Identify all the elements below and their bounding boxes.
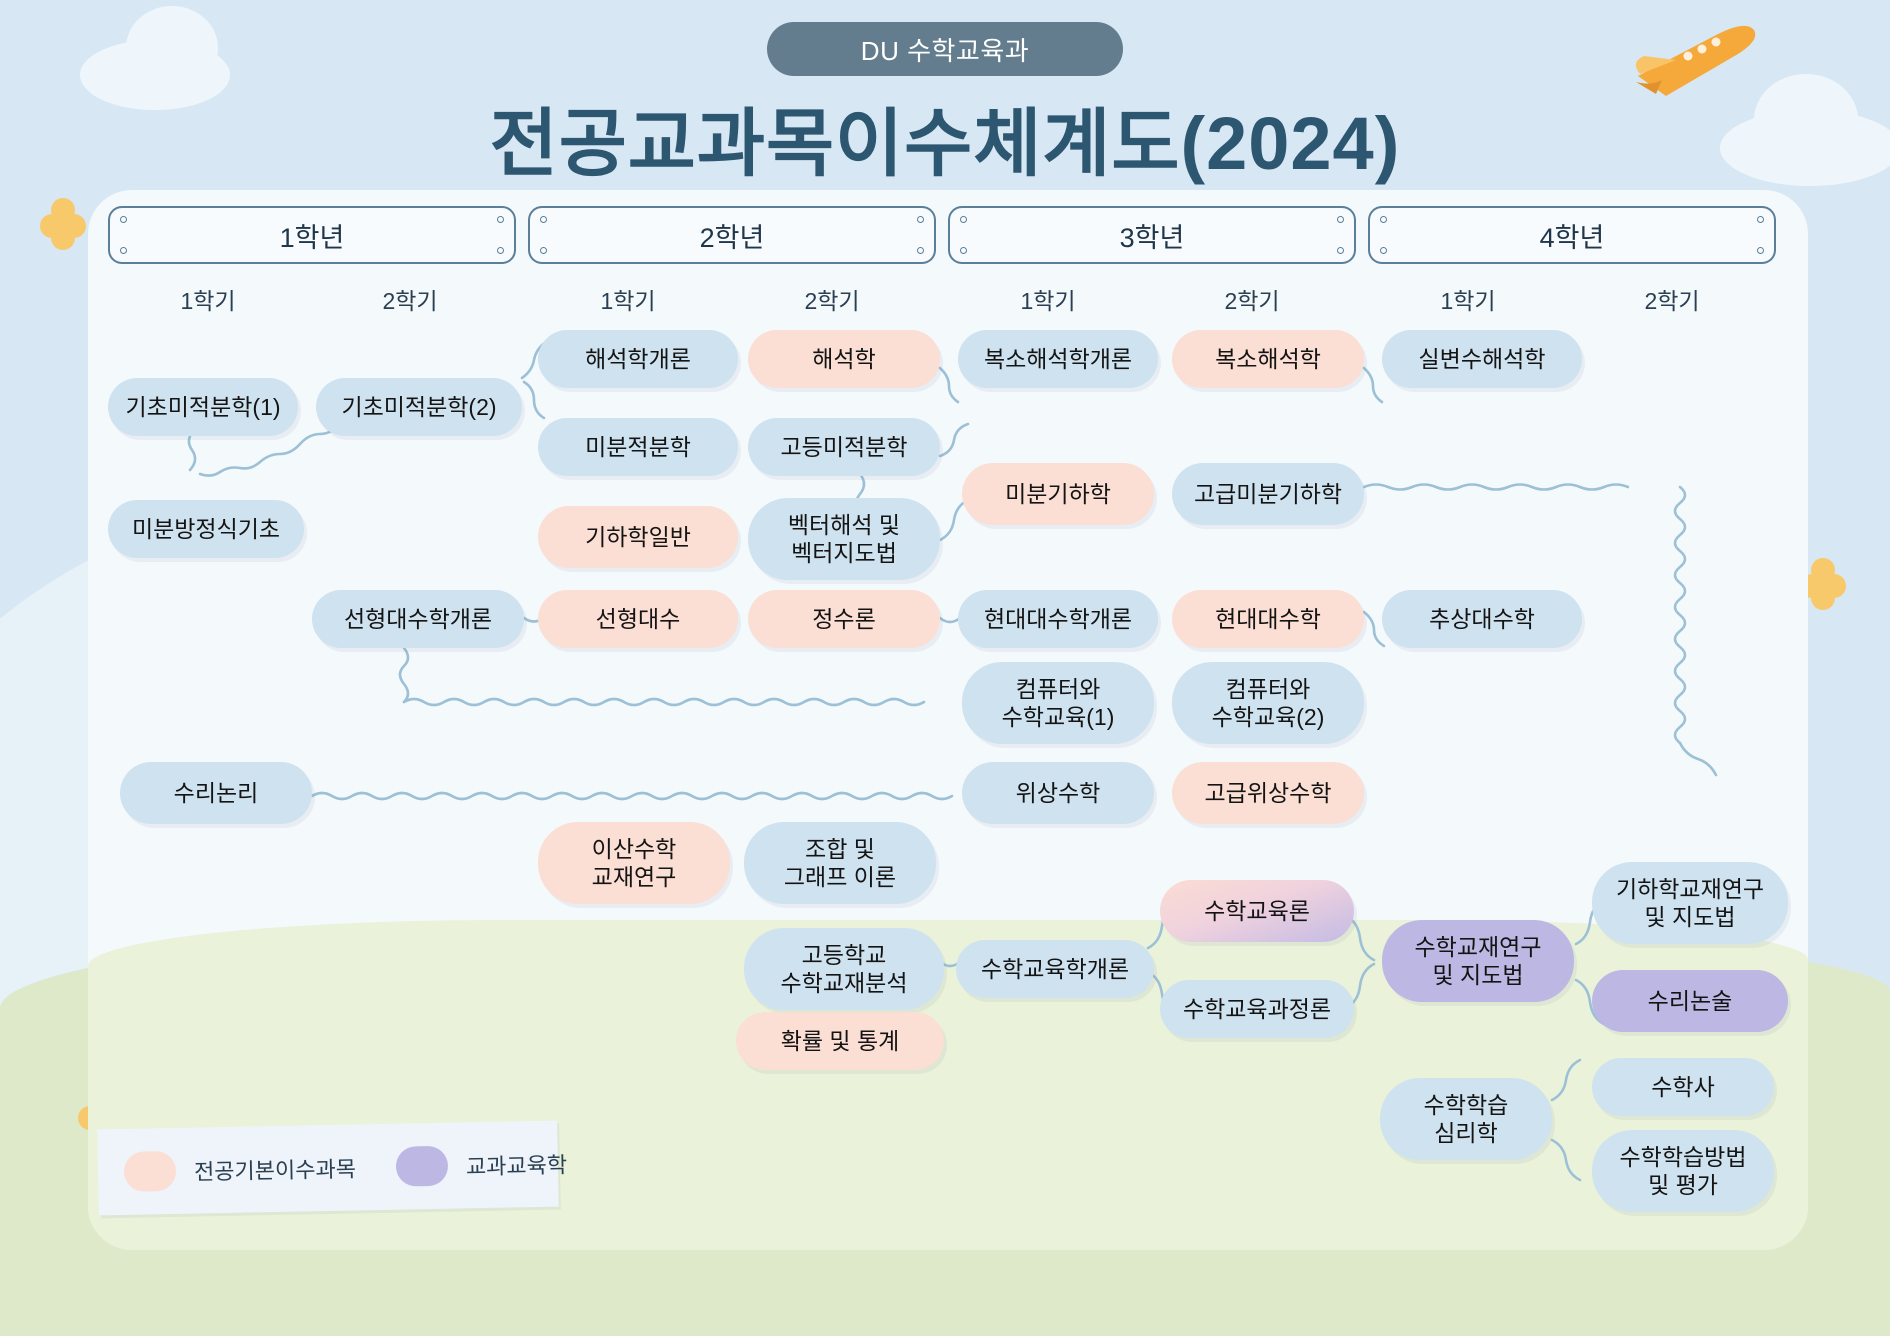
course-node[interactable]: 현대대수학개론 bbox=[958, 590, 1158, 648]
course-node[interactable]: 수학교재연구 및 지도법 bbox=[1382, 920, 1574, 1002]
course-node[interactable]: 수학교육과정론 bbox=[1160, 980, 1354, 1038]
semester-label-3-1: 1학기 bbox=[1020, 288, 1076, 314]
year-label: 1학년 bbox=[279, 222, 345, 253]
course-node[interactable]: 미분적분학 bbox=[538, 418, 738, 476]
course-node[interactable]: 벡터해석 및 벡터지도법 bbox=[748, 498, 940, 580]
course-node[interactable]: 실변수해석학 bbox=[1382, 330, 1582, 388]
course-node[interactable]: 컴퓨터와 수학교육(2) bbox=[1172, 662, 1364, 744]
year-header-3: 3학년 bbox=[948, 206, 1356, 264]
course-node[interactable]: 기초미적분학(1) bbox=[108, 378, 298, 436]
year-label: 4학년 bbox=[1539, 222, 1605, 253]
year-header-4: 4학년 bbox=[1368, 206, 1776, 264]
airplane-icon bbox=[1635, 25, 1756, 96]
course-node[interactable]: 컴퓨터와 수학교육(1) bbox=[962, 662, 1154, 744]
semester-label-4-1: 1학기 bbox=[1440, 288, 1496, 314]
course-node[interactable]: 수학교육론 bbox=[1160, 880, 1354, 942]
course-node[interactable]: 현대대수학 bbox=[1172, 590, 1364, 648]
course-node[interactable]: 미분기하학 bbox=[962, 463, 1154, 525]
semester-label-3-2: 2학기 bbox=[1224, 288, 1280, 314]
course-node[interactable]: 추상대수학 bbox=[1382, 590, 1582, 648]
semester-label-1-1: 1학기 bbox=[180, 288, 236, 314]
year-header-2: 2학년 bbox=[528, 206, 936, 264]
course-node[interactable]: 선형대수 bbox=[538, 590, 738, 648]
legend-label-purple: 교과교육학 bbox=[465, 1152, 568, 1180]
course-node[interactable]: 선형대수학개론 bbox=[312, 590, 524, 648]
course-node[interactable]: 복소해석학개론 bbox=[958, 330, 1158, 388]
course-node[interactable]: 복소해석학 bbox=[1172, 330, 1364, 388]
course-node[interactable]: 수리논술 bbox=[1592, 970, 1788, 1032]
year-label: 3학년 bbox=[1119, 222, 1185, 253]
semester-label-2-2: 2학기 bbox=[804, 288, 860, 314]
course-node[interactable]: 조합 및 그래프 이론 bbox=[744, 822, 936, 904]
year-header-1: 1학년 bbox=[108, 206, 516, 264]
legend-label-pink: 전공기본이수과목 bbox=[193, 1156, 357, 1185]
course-node[interactable]: 미분방정식기초 bbox=[108, 500, 304, 558]
semester-label-1-2: 2학기 bbox=[382, 288, 438, 314]
course-node[interactable]: 수리논리 bbox=[120, 762, 312, 824]
course-node[interactable]: 고급미분기하학 bbox=[1172, 463, 1364, 525]
course-node[interactable]: 확률 및 통계 bbox=[736, 1012, 944, 1070]
course-node[interactable]: 수학학습 심리학 bbox=[1380, 1078, 1552, 1160]
course-node[interactable]: 기하학교재연구 및 지도법 bbox=[1592, 862, 1788, 944]
cloud-icon bbox=[1720, 74, 1890, 186]
legend: 전공기본이수과목 교과교육학 bbox=[97, 1120, 567, 1216]
course-node[interactable]: 고급위상수학 bbox=[1172, 762, 1364, 824]
course-node[interactable]: 기초미적분학(2) bbox=[316, 378, 522, 436]
course-node[interactable]: 위상수학 bbox=[962, 762, 1154, 824]
course-node[interactable]: 수학학습방법 및 평가 bbox=[1592, 1130, 1774, 1212]
course-node[interactable]: 해석학개론 bbox=[538, 330, 738, 388]
course-node[interactable]: 기하학일반 bbox=[538, 506, 738, 568]
course-node[interactable]: 수학교육학개론 bbox=[956, 940, 1154, 998]
course-node[interactable]: 고등미적분학 bbox=[748, 418, 940, 476]
cloud-icon bbox=[80, 6, 230, 110]
course-node[interactable]: 이산수학 교재연구 bbox=[538, 822, 730, 904]
page-title: 전공교과목이수체계도(2024) bbox=[489, 102, 1401, 185]
flower-icon bbox=[40, 198, 86, 250]
semester-label-4-2: 2학기 bbox=[1644, 288, 1700, 314]
year-label: 2학년 bbox=[699, 222, 765, 253]
course-node[interactable]: 해석학 bbox=[748, 330, 940, 388]
legend-swatch-pink bbox=[123, 1150, 177, 1192]
course-node[interactable]: 수학사 bbox=[1592, 1058, 1774, 1116]
course-node[interactable]: 정수론 bbox=[748, 590, 940, 648]
course-node[interactable]: 고등학교 수학교재분석 bbox=[744, 928, 944, 1010]
semester-label-2-1: 1학기 bbox=[600, 288, 656, 314]
department-badge: DU 수학교육과 bbox=[767, 22, 1123, 76]
legend-swatch-purple bbox=[395, 1145, 449, 1187]
